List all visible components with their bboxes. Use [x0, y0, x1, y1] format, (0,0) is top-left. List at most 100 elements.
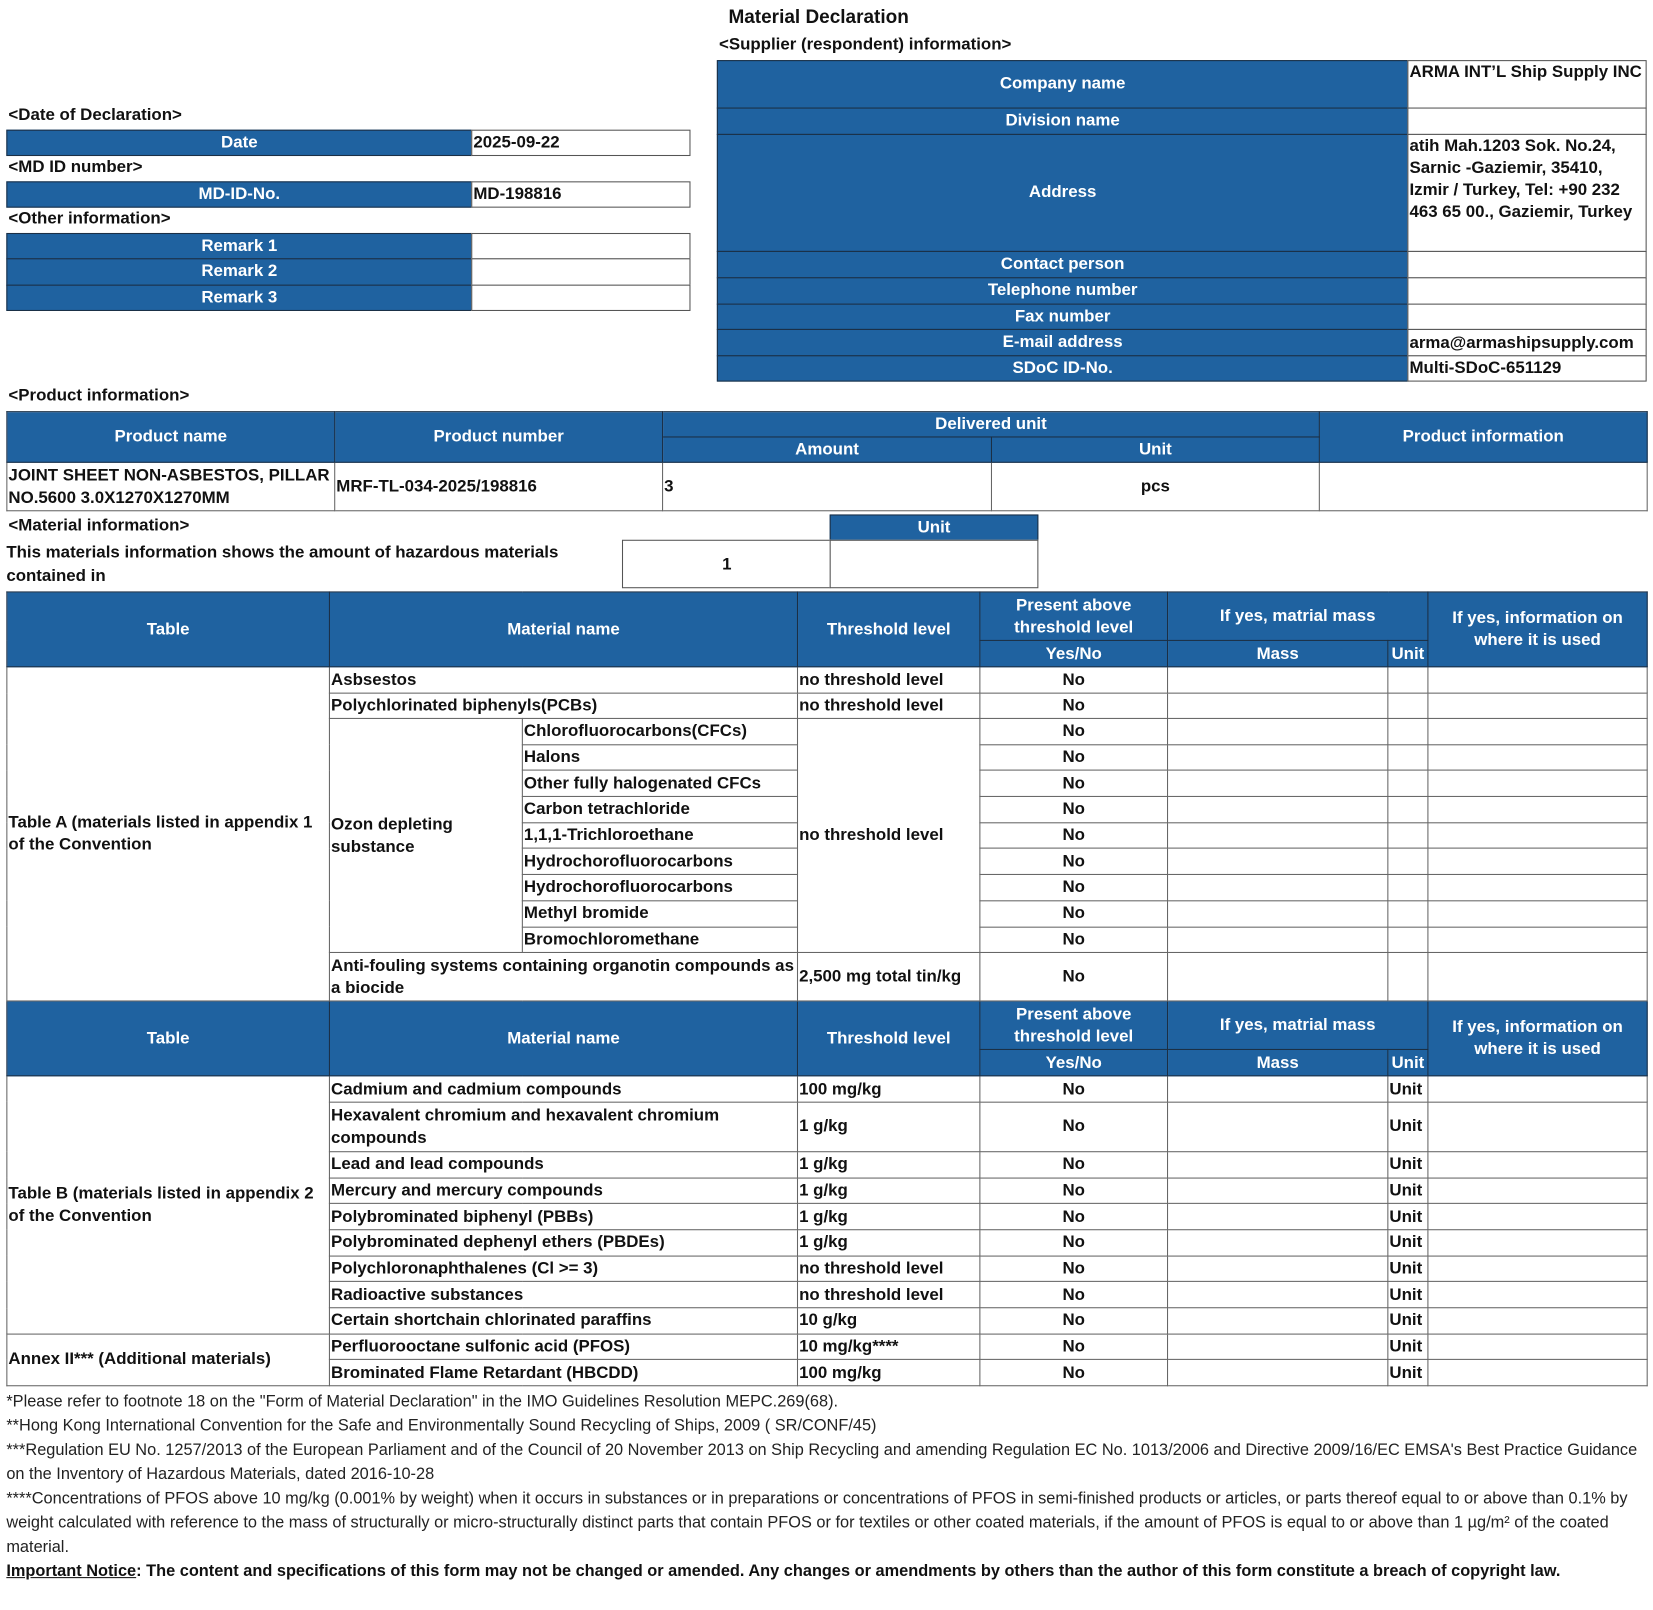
present-yes-no[interactable]: No	[979, 1359, 1169, 1387]
division-name-field[interactable]	[1407, 107, 1647, 135]
present-yes-no[interactable]: No	[979, 952, 1169, 1002]
where-used-input[interactable]	[1427, 822, 1648, 850]
present-yes-no[interactable]: No	[979, 1151, 1169, 1179]
present-yes-no[interactable]: No	[979, 717, 1169, 745]
email-field[interactable]: arma@armashipsupply.com	[1407, 328, 1647, 357]
unit-input[interactable]: Unit	[1387, 1177, 1429, 1205]
unit-input[interactable]: Unit	[1387, 1151, 1429, 1179]
mass-input[interactable]	[1166, 1307, 1389, 1335]
material-amount-field[interactable]: 1	[621, 539, 831, 589]
mass-input[interactable]	[1166, 717, 1389, 745]
product-number-cell[interactable]: MRF-TL-034-2025/198816	[334, 461, 664, 512]
mass-input[interactable]	[1166, 874, 1389, 902]
where-used-input[interactable]	[1427, 1307, 1648, 1335]
unit-input[interactable]	[1387, 926, 1429, 954]
mass-input[interactable]	[1166, 795, 1389, 824]
address-field[interactable]: atih Mah.1203 Sok. No.24, Sarnic -Gaziem…	[1407, 133, 1647, 252]
unit-cell[interactable]: pcs	[990, 461, 1320, 512]
unit-input[interactable]	[1387, 822, 1429, 850]
remark-1-field[interactable]	[471, 232, 691, 260]
unit-input[interactable]	[1387, 743, 1429, 772]
where-used-input[interactable]	[1427, 795, 1648, 824]
present-yes-no[interactable]: No	[979, 926, 1169, 954]
present-yes-no[interactable]: No	[979, 769, 1169, 798]
unit-input[interactable]: Unit	[1387, 1359, 1429, 1387]
where-used-input[interactable]	[1427, 1203, 1648, 1231]
company-name-field[interactable]: ARMA INT’L Ship Supply INC	[1407, 60, 1647, 109]
unit-input[interactable]: Unit	[1387, 1281, 1429, 1309]
present-yes-no[interactable]: No	[979, 1203, 1169, 1231]
unit-input[interactable]: Unit	[1387, 1333, 1429, 1361]
unit-input[interactable]	[1387, 795, 1429, 824]
mass-input[interactable]	[1166, 822, 1389, 850]
fax-field[interactable]	[1407, 303, 1647, 330]
unit-input[interactable]	[1387, 717, 1429, 745]
contact-person-field[interactable]	[1407, 250, 1647, 279]
mass-input[interactable]	[1166, 926, 1389, 954]
md-id-field[interactable]: MD-198816	[471, 181, 691, 208]
unit-input[interactable]: Unit	[1387, 1101, 1429, 1153]
where-used-input[interactable]	[1427, 1229, 1648, 1257]
date-field[interactable]: 2025-09-22	[471, 129, 691, 157]
present-yes-no[interactable]: No	[979, 666, 1169, 694]
present-yes-no[interactable]: No	[979, 1177, 1169, 1205]
unit-input[interactable]	[1387, 874, 1429, 902]
present-yes-no[interactable]: No	[979, 1281, 1169, 1309]
where-used-input[interactable]	[1427, 1255, 1648, 1283]
where-used-input[interactable]	[1427, 743, 1648, 772]
product-info-cell[interactable]	[1318, 461, 1648, 512]
unit-input[interactable]	[1387, 848, 1429, 876]
remark-3-field[interactable]	[471, 284, 691, 311]
present-yes-no[interactable]: No	[979, 1229, 1169, 1257]
where-used-input[interactable]	[1427, 692, 1648, 719]
where-used-input[interactable]	[1427, 952, 1648, 1002]
present-yes-no[interactable]: No	[979, 1255, 1169, 1283]
present-yes-no[interactable]: No	[979, 1307, 1169, 1335]
where-used-input[interactable]	[1427, 769, 1648, 798]
present-yes-no[interactable]: No	[979, 848, 1169, 876]
mass-input[interactable]	[1166, 952, 1389, 1002]
mass-input[interactable]	[1166, 666, 1389, 694]
unit-input[interactable]	[1387, 952, 1429, 1002]
mass-input[interactable]	[1166, 848, 1389, 876]
where-used-input[interactable]	[1427, 1281, 1648, 1309]
where-used-input[interactable]	[1427, 900, 1648, 928]
mass-input[interactable]	[1166, 900, 1389, 928]
unit-input[interactable]	[1387, 900, 1429, 928]
mass-input[interactable]	[1166, 743, 1389, 772]
present-yes-no[interactable]: No	[979, 900, 1169, 928]
unit-input[interactable]: Unit	[1387, 1075, 1429, 1103]
unit-input[interactable]: Unit	[1387, 1203, 1429, 1231]
unit-input[interactable]	[1387, 769, 1429, 798]
present-yes-no[interactable]: No	[979, 692, 1169, 719]
mass-input[interactable]	[1166, 1281, 1389, 1309]
mass-input[interactable]	[1166, 1229, 1389, 1257]
mass-input[interactable]	[1166, 1177, 1389, 1205]
present-yes-no[interactable]: No	[979, 743, 1169, 772]
present-yes-no[interactable]: No	[979, 1075, 1169, 1103]
unit-input[interactable]	[1387, 666, 1429, 694]
where-used-input[interactable]	[1427, 1177, 1648, 1205]
where-used-input[interactable]	[1427, 926, 1648, 954]
mass-input[interactable]	[1166, 1333, 1389, 1361]
product-name-cell[interactable]: JOINT SHEET NON-ASBESTOS, PILLAR NO.5600…	[6, 461, 336, 512]
material-unit-field[interactable]	[829, 539, 1039, 589]
present-yes-no[interactable]: No	[979, 795, 1169, 824]
present-yes-no[interactable]: No	[979, 874, 1169, 902]
mass-input[interactable]	[1166, 1255, 1389, 1283]
where-used-input[interactable]	[1427, 1075, 1648, 1103]
unit-input[interactable]: Unit	[1387, 1229, 1429, 1257]
where-used-input[interactable]	[1427, 666, 1648, 694]
mass-input[interactable]	[1166, 1075, 1389, 1103]
present-yes-no[interactable]: No	[979, 1101, 1169, 1153]
unit-input[interactable]	[1387, 692, 1429, 719]
telephone-field[interactable]	[1407, 277, 1647, 305]
mass-input[interactable]	[1166, 1359, 1389, 1387]
mass-input[interactable]	[1166, 1101, 1389, 1153]
where-used-input[interactable]	[1427, 874, 1648, 902]
unit-input[interactable]: Unit	[1387, 1307, 1429, 1335]
mass-input[interactable]	[1166, 1203, 1389, 1231]
present-yes-no[interactable]: No	[979, 822, 1169, 850]
where-used-input[interactable]	[1427, 717, 1648, 745]
present-yes-no[interactable]: No	[979, 1333, 1169, 1361]
